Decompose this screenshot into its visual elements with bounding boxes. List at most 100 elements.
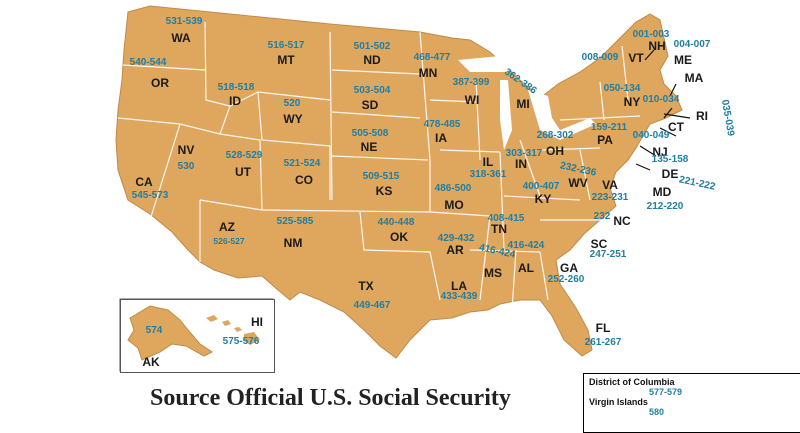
ssn-range-ia: 478-485 [423,119,461,130]
state-label-ma: MA [684,71,704,85]
ssn-range-wa: 531-539 [165,16,203,27]
state-label-tn: TN [491,222,507,236]
state-label-ny: NY [623,95,641,109]
ssn-range-oh: 268-302 [536,130,574,141]
state-label-ak: AK [142,355,160,369]
state-label-nh: NH [648,39,666,53]
state-label-va: VA [602,178,618,192]
ssn-range-ca: 545-573 [131,190,169,201]
ssn-range-mn: 468-477 [413,52,451,63]
state-label-nd: ND [363,53,381,67]
state-label-vt: VT [628,51,644,65]
ssn-range-ne: 505-508 [351,128,389,139]
legend-dc-name: District of Columbia [589,377,675,387]
ssn-range-ct: 040-049 [632,130,670,141]
state-label-ar: AR [446,243,464,257]
state-label-nm: NM [283,236,303,250]
ssn-range-wi: 387-399 [452,77,490,88]
state-label-co: CO [295,173,313,187]
state-label-in: IN [515,157,527,171]
ssn-range-il: 318-361 [469,169,507,180]
ssn-range-sc: 247-251 [589,249,627,260]
inset-overlay [127,305,260,361]
ssn-range-ks: 509-515 [362,171,400,182]
state-label-ky: KY [534,192,552,206]
ssn-range-ky: 400-407 [522,181,560,192]
territory-legend: District of Columbia 577-579 Virgin Isla… [583,373,800,433]
state-label-oh: OH [546,144,564,158]
ssn-range-me: 004-007 [673,39,711,50]
state-label-ok: OK [390,230,408,244]
state-label-md: MD [652,185,672,199]
ssn-range-ok: 440-448 [377,217,415,228]
state-label-nv: NV [177,143,195,157]
state-label-mo: MO [444,198,464,212]
ssn-range-md: 212-220 [646,201,684,212]
state-label-al: AL [518,261,534,275]
ssn-range-co: 521-524 [283,158,321,169]
state-label-or: OR [151,76,169,90]
state-label-nc: NC [613,214,631,228]
state-label-ut: UT [235,165,251,179]
state-label-il: IL [482,155,494,169]
state-label-id: ID [229,94,241,108]
ssn-range-nc: 232 [593,211,611,222]
legend-vi-range: 580 [649,407,665,417]
lake-superior [458,56,520,72]
state-label-wa: WA [171,31,191,45]
ssn-range-or: 540-544 [129,57,167,68]
state-label-ct: CT [668,120,684,134]
state-label-mi: MI [516,97,530,111]
ssn-range-id: 518-518 [217,82,255,93]
ssn-range-nj: 135-158 [651,154,689,165]
ssn-range-la: 433-439 [440,291,478,302]
state-label-ne: NE [360,140,378,154]
legend-dc-range: 577-579 [649,387,683,397]
ssn-range-ut: 528-529 [225,150,263,161]
ssn-range-ar: 429-432 [437,233,475,244]
ssn-range-ak: 574 [145,325,163,336]
state-label-pa: PA [597,133,613,147]
ssn-range-nh: 001-003 [632,29,670,40]
state-label-me: ME [674,53,692,67]
state-label-hi: HI [251,315,263,329]
state-label-de: DE [661,167,679,181]
ssn-range-pa: 159-211 [590,122,628,133]
ssn-range-vt: 008-009 [581,52,619,63]
ssn-range-nm: 525-585 [276,216,314,227]
lake-michigan [500,80,512,150]
mainland-usa [115,5,683,359]
ssn-range-mt: 516-517 [267,40,305,51]
ssn-range-az: 526-527 [213,235,245,246]
lake-huron-erie [528,90,596,140]
state-label-wy: WY [283,112,303,126]
state-label-ia: IA [435,131,447,145]
state-label-sd: SD [361,98,379,112]
ssn-range-tx: 449-467 [353,300,391,311]
ssn-range-sd: 503-504 [353,85,391,96]
state-label-ga: GA [560,261,578,275]
ssn-range-nd: 501-502 [353,41,391,52]
state-label-ks: KS [375,184,393,198]
ssn-range-mo: 486-500 [434,183,472,194]
ssn-range-wy: 520 [283,98,301,109]
ssn-range-va: 223-231 [591,192,629,203]
state-label-ri: RI [696,109,708,123]
ssn-range-ma: 010-034 [642,94,680,105]
state-label-nj: NJ [652,145,668,159]
state-label-mn: MN [418,66,438,80]
state-label-az: AZ [219,220,235,234]
ssn-range-fl: 261-267 [584,337,622,348]
state-label-ca: CA [135,175,153,189]
ssn-range-nv: 530 [177,161,195,172]
leader-lines [635,49,691,171]
ssn-range-hi: 575-576 [222,336,260,347]
ssn-range-in: 303-317 [505,148,543,159]
legend-vi-name: Virgin Islands [589,397,648,407]
state-borders [117,21,641,311]
ssn-range-ga: 252-260 [547,274,585,285]
ssn-range-ny: 050-134 [603,83,641,94]
mainland-shape [115,5,683,359]
ssn-range-al: 416-424 [507,240,545,251]
state-label-sc: SC [590,237,608,251]
